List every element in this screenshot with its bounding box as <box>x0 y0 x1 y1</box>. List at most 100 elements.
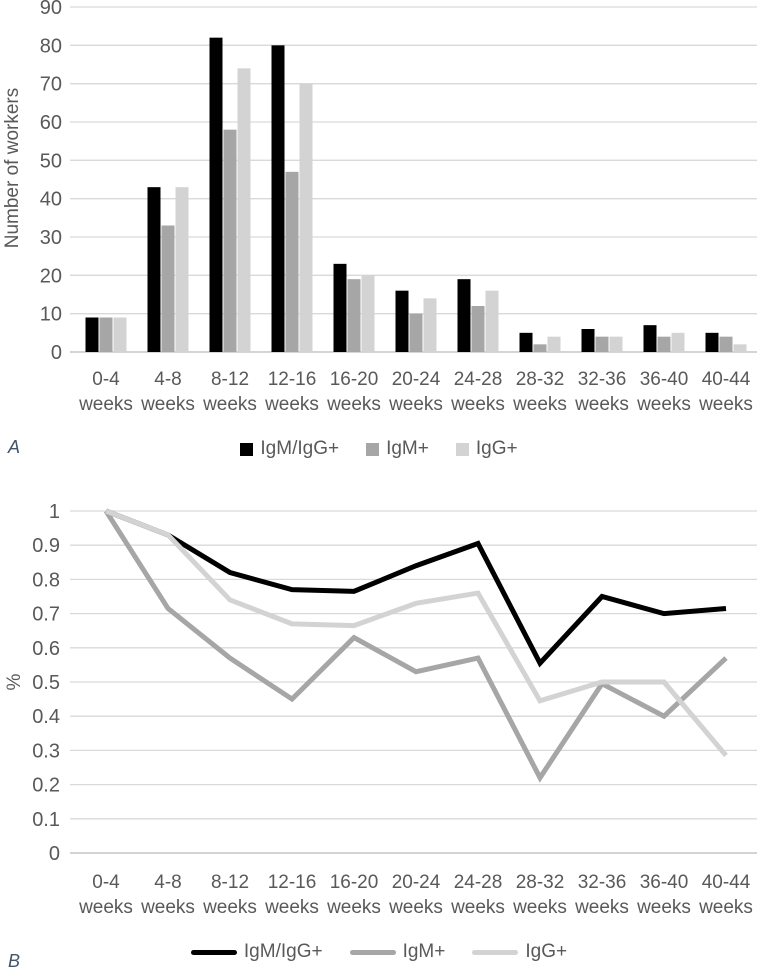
legend-swatch-igm-igg <box>190 949 237 955</box>
bar-igm-igg-40-44-weeks <box>705 332 719 352</box>
x-tick-label: 32-36 <box>578 369 627 390</box>
bar-igm-20-24-weeks <box>409 313 423 352</box>
y-tick-label: 60 <box>40 112 62 134</box>
y-tick-label: 70 <box>40 74 62 96</box>
x-tick-label: weeks <box>636 897 691 918</box>
legend-label: IgM+ <box>386 438 429 459</box>
y-tick-label: 0.8 <box>32 569 60 591</box>
x-tick-label: weeks <box>78 394 133 415</box>
panel-b-label: B <box>8 951 21 971</box>
x-tick-label: 8-12 <box>211 872 249 893</box>
x-tick-label: 20-24 <box>392 872 441 893</box>
series-line-igm <box>103 509 728 783</box>
x-tick-label: weeks <box>512 394 567 415</box>
bar-igm-40-44-weeks <box>719 336 733 352</box>
y-tick-label: 0 <box>51 342 62 364</box>
bar-chart-svg: 90 80 70 60 50 40 30 20 10 0 0-4 weeks 4-8 weeks 8-12 w… <box>2 0 757 415</box>
x-tick-label: weeks <box>388 394 443 415</box>
bar-igg-36-40-weeks <box>671 332 685 352</box>
legend-swatch-igm <box>349 949 396 955</box>
bar-igm-24-28-weeks <box>471 306 485 352</box>
x-tick-label: weeks <box>388 897 443 918</box>
series-line-igm-igg <box>105 508 727 668</box>
panel-b-line-chart: 1 0.9 0.8 0.7 0.6 0.5 0.4 0.3 0.2 0.1 0 0-4 weeks 4-8… <box>0 465 758 971</box>
y-tick-label: 50 <box>40 150 62 172</box>
legend-item-igm-igg: IgM/IgG+ <box>190 941 323 963</box>
x-tick-label: 16-20 <box>330 369 379 390</box>
x-tick-label: weeks <box>264 394 319 415</box>
x-tick-label: weeks <box>450 897 505 918</box>
x-tick-label: 32-36 <box>578 872 627 893</box>
legend-label: IgG+ <box>525 941 568 962</box>
legend-item-igm: IgM+ <box>366 438 429 460</box>
x-tick-label: 4-8 <box>154 872 181 893</box>
y-tick-label: 10 <box>40 304 62 326</box>
x-tick-label: weeks <box>140 897 195 918</box>
x-tick-label: 28-32 <box>516 369 565 390</box>
x-tick-label: 40-44 <box>702 872 751 893</box>
bar-igm-igg-36-40-weeks <box>643 325 657 352</box>
bar-igg-40-44-weeks <box>733 344 747 352</box>
x-tick-label: 0-4 <box>92 872 120 893</box>
y-tick-label: 20 <box>40 265 62 287</box>
bar-igg-32-36-weeks <box>609 336 623 352</box>
legend-label: IgM+ <box>402 941 446 962</box>
y-tick-label: 0.3 <box>32 740 60 762</box>
bar-igm-36-40-weeks <box>657 336 671 352</box>
x-tick-label: weeks <box>264 897 319 918</box>
series-line-igg <box>105 508 728 758</box>
y-axis-title: Number of workers <box>2 88 23 249</box>
x-tick-label: 40-44 <box>702 369 751 390</box>
y-tick-label: 30 <box>40 227 62 249</box>
panel-a-label: A <box>8 437 21 457</box>
bar-igm-16-20-weeks <box>347 279 361 352</box>
bar-igm-igg-8-12-weeks <box>209 37 223 353</box>
bar-igm-igg-0-4-weeks <box>85 317 99 352</box>
x-tick-label: 12-16 <box>268 369 317 390</box>
x-tick-label: 24-28 <box>454 872 503 893</box>
x-tick-label: weeks <box>202 897 257 918</box>
bar-igm-igg-12-16-weeks <box>271 45 285 352</box>
bar-chart-legend: IgM/IgG+ IgM+ IgG+ <box>0 438 758 460</box>
legend-swatch-igm-igg <box>240 442 254 456</box>
y-tick-label: 1 <box>49 501 60 523</box>
y-tick-label: 0.5 <box>32 672 60 694</box>
panel-a-bar-chart: 90 80 70 60 50 40 30 20 10 0 0-4 weeks 4-8 weeks 8-12 w… <box>0 0 758 465</box>
x-tick-label: weeks <box>450 394 505 415</box>
y-tick-label: 0.1 <box>32 809 60 831</box>
x-tick-label: weeks <box>326 394 381 415</box>
y-tick-label: 40 <box>40 189 62 211</box>
legend-label: IgM/IgG+ <box>243 941 323 962</box>
y-tick-label: 0.7 <box>32 604 60 626</box>
bar-igg-20-24-weeks <box>423 298 437 352</box>
bar-igg-16-20-weeks <box>361 275 375 352</box>
x-tick-label: weeks <box>78 897 133 918</box>
y-tick-label: 0.9 <box>32 535 60 557</box>
y-tick-label: 80 <box>40 35 62 57</box>
x-tick-label: 16-20 <box>330 872 379 893</box>
x-tick-label: weeks <box>636 394 691 415</box>
bar-igm-0-4-weeks <box>99 317 113 352</box>
x-tick-label: weeks <box>698 897 753 918</box>
bar-igg-8-12-weeks <box>237 68 251 352</box>
bar-igm-igg-28-32-weeks <box>519 332 533 352</box>
bar-igm-igg-24-28-weeks <box>457 279 471 352</box>
x-tick-label: weeks <box>326 897 381 918</box>
x-tick-label: 20-24 <box>392 369 441 390</box>
y-axis-title: % <box>4 673 25 690</box>
x-tick-label: weeks <box>574 897 629 918</box>
legend-label: IgM/IgG+ <box>260 438 340 459</box>
bar-igm-igg-32-36-weeks <box>581 329 595 352</box>
legend-label: IgG+ <box>475 438 518 459</box>
legend-item-igg: IgG+ <box>455 438 518 460</box>
y-tick-label: 90 <box>40 0 62 19</box>
line-chart-svg: 1 0.9 0.8 0.7 0.6 0.5 0.4 0.3 0.2 0.1 0 0-4 weeks 4-8… <box>4 501 757 918</box>
x-tick-label: weeks <box>574 394 629 415</box>
y-tick-label: 0.6 <box>32 638 60 660</box>
bar-igg-28-32-weeks <box>547 336 561 352</box>
legend-item-igm-igg: IgM/IgG+ <box>240 438 339 460</box>
y-tick-label: 0.4 <box>32 706 60 728</box>
legend-item-igg: IgG+ <box>472 941 567 963</box>
x-tick-label: weeks <box>512 897 567 918</box>
line-chart-legend: IgM/IgG+ IgM+ IgG+ <box>0 941 758 963</box>
